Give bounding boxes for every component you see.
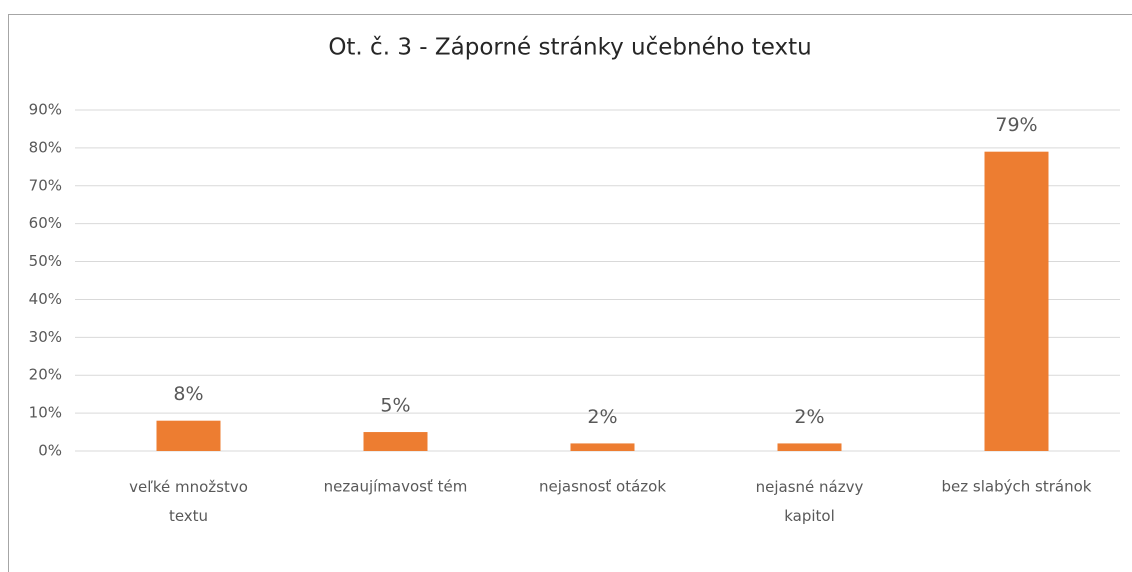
data-label: 5% — [380, 395, 410, 417]
bar — [984, 151, 1049, 451]
y-tick-label: 60% — [29, 214, 62, 232]
data-label: 8% — [173, 383, 203, 405]
bar — [570, 443, 635, 451]
y-tick-label: 40% — [29, 290, 62, 308]
chart-title: Ot. č. 3 - Záporné stránky učebného text… — [328, 35, 811, 61]
bar — [363, 432, 428, 451]
x-tick-label: nejasné názvy kapitol — [756, 478, 864, 525]
y-tick-label: 30% — [29, 328, 62, 346]
x-tick-label: nezaujímavosť tém — [324, 478, 468, 496]
x-tick-label: bez slabých stránok — [942, 478, 1092, 496]
bar — [156, 420, 221, 451]
y-tick-label: 50% — [29, 252, 62, 270]
y-tick-label: 0% — [38, 442, 62, 460]
chart-border — [8, 14, 1132, 572]
y-tick-label: 70% — [29, 176, 62, 194]
x-tick-label: veľké množstvo textu — [129, 478, 248, 525]
data-label: 2% — [794, 406, 824, 428]
bar — [777, 443, 842, 451]
data-label: 79% — [995, 114, 1037, 136]
y-tick-label: 20% — [29, 366, 62, 384]
y-tick-label: 10% — [29, 404, 62, 422]
data-label: 2% — [587, 406, 617, 428]
y-tick-label: 80% — [29, 138, 62, 156]
x-tick-label: nejasnosť otázok — [539, 478, 666, 496]
y-tick-label: 90% — [29, 101, 62, 119]
